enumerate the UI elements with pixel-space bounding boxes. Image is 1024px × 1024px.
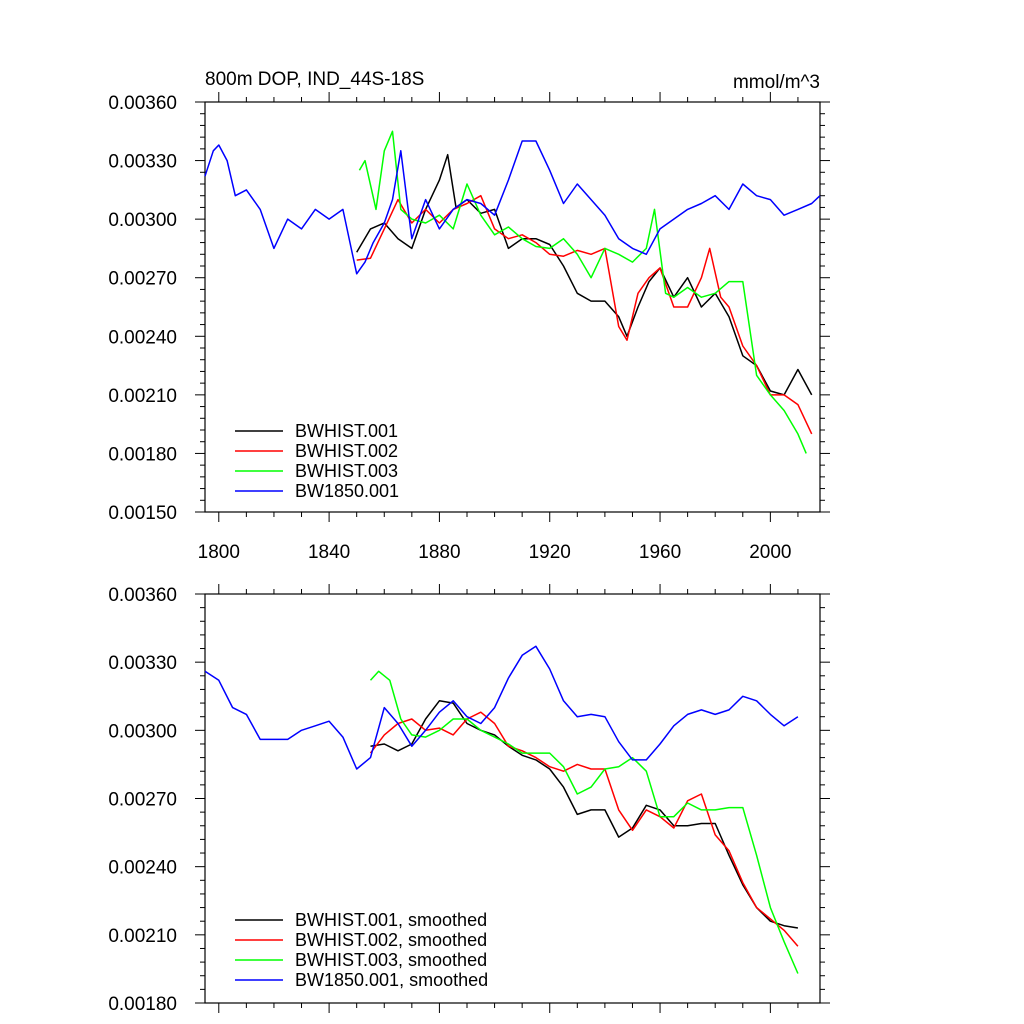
y-tick-label: 0.00330 xyxy=(108,152,177,173)
series-line-bw1850-001 xyxy=(204,140,821,275)
y-tick-label: 0.00150 xyxy=(108,503,177,524)
series-line-bwhist-003 xyxy=(369,670,799,974)
chart-title: 800m DOP, IND_44S-18S xyxy=(205,69,424,90)
y-tick-label: 0.00240 xyxy=(108,858,177,879)
legend-label: BW1850.001 xyxy=(295,481,399,501)
x-tick-label: 2000 xyxy=(749,542,791,563)
panel-bottom: 0.00180 0.00210 0.00240 0.00270 0.00300 0.003… xyxy=(108,584,830,1015)
series-line-bw1850-001 xyxy=(204,645,799,770)
legend-label: BWHIST.001 xyxy=(295,421,398,441)
series-line-bwhist-003 xyxy=(358,130,807,454)
y-tick-label: 0.00240 xyxy=(108,327,177,348)
legend-label: BWHIST.001, smoothed xyxy=(295,910,487,930)
y-tick-label: 0.00330 xyxy=(108,653,177,674)
series-line-bwhist-001 xyxy=(370,700,799,929)
legend-label: BW1850.001, smoothed xyxy=(295,970,488,990)
x-tick-label: 1880 xyxy=(418,542,460,563)
y-tick-label: 0.00300 xyxy=(108,721,177,742)
x-tick-label: 1920 xyxy=(529,542,571,563)
legend-label: BWHIST.003, smoothed xyxy=(295,950,487,970)
y-tick-label: 0.00210 xyxy=(108,386,177,407)
legend-label: BWHIST.002, smoothed xyxy=(295,930,487,950)
y-tick-label: 0.00360 xyxy=(108,585,177,606)
legend-label: BWHIST.003 xyxy=(295,461,398,481)
x-tick-label: 1840 xyxy=(308,542,350,563)
y-tick-label: 0.00360 xyxy=(108,93,177,114)
y-tick-label: 0.00270 xyxy=(108,790,177,811)
y-tick-label: 0.00270 xyxy=(108,269,177,290)
x-tick-label: 1960 xyxy=(639,542,681,563)
y-tick-label: 0.00180 xyxy=(108,994,177,1015)
y-tick-label: 0.00300 xyxy=(108,210,177,231)
legend-label: BWHIST.002 xyxy=(295,441,398,461)
chart-units: mmol/m^3 xyxy=(733,72,820,93)
y-tick-label: 0.00180 xyxy=(108,444,177,465)
series-line-bwhist-002 xyxy=(356,194,813,435)
series-line-bwhist-001 xyxy=(356,153,813,396)
y-tick-label: 0.00210 xyxy=(108,926,177,947)
plot-frame xyxy=(204,101,821,513)
panel-top: 800m DOP, IND_44S-18S mmol/m^3 1800 1840 1… xyxy=(108,69,830,563)
x-tick-label: 1800 xyxy=(198,542,240,563)
